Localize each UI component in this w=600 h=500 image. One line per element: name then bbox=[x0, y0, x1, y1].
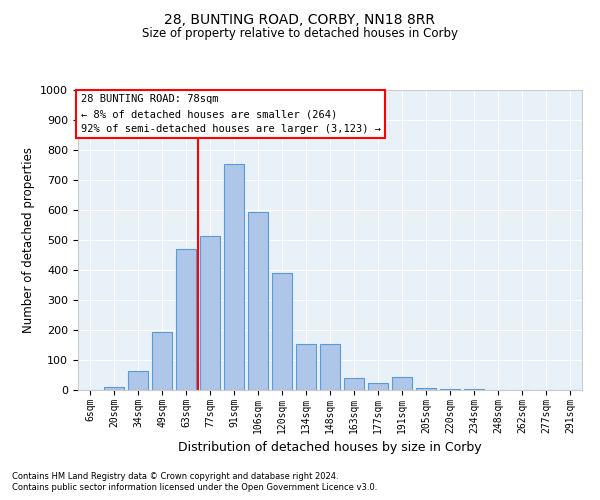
Bar bbox=[224, 164, 244, 390]
Text: Contains public sector information licensed under the Open Government Licence v3: Contains public sector information licen… bbox=[12, 484, 377, 492]
Bar bbox=[368, 384, 388, 390]
Bar bbox=[200, 236, 220, 390]
Bar bbox=[176, 249, 196, 390]
X-axis label: Distribution of detached houses by size in Corby: Distribution of detached houses by size … bbox=[178, 441, 482, 454]
Bar bbox=[248, 212, 268, 390]
Text: 28 BUNTING ROAD: 78sqm
← 8% of detached houses are smaller (264)
92% of semi-det: 28 BUNTING ROAD: 78sqm ← 8% of detached … bbox=[80, 94, 380, 134]
Text: Contains HM Land Registry data © Crown copyright and database right 2024.: Contains HM Land Registry data © Crown c… bbox=[12, 472, 338, 481]
Bar bbox=[320, 344, 340, 390]
Bar bbox=[296, 344, 316, 390]
Bar bbox=[440, 389, 460, 390]
Bar bbox=[152, 332, 172, 390]
Bar bbox=[272, 273, 292, 390]
Bar bbox=[344, 378, 364, 390]
Bar bbox=[104, 387, 124, 390]
Text: 28, BUNTING ROAD, CORBY, NN18 8RR: 28, BUNTING ROAD, CORBY, NN18 8RR bbox=[164, 12, 436, 26]
Bar bbox=[392, 376, 412, 390]
Bar bbox=[128, 370, 148, 390]
Bar bbox=[416, 388, 436, 390]
Text: Size of property relative to detached houses in Corby: Size of property relative to detached ho… bbox=[142, 28, 458, 40]
Y-axis label: Number of detached properties: Number of detached properties bbox=[22, 147, 35, 333]
